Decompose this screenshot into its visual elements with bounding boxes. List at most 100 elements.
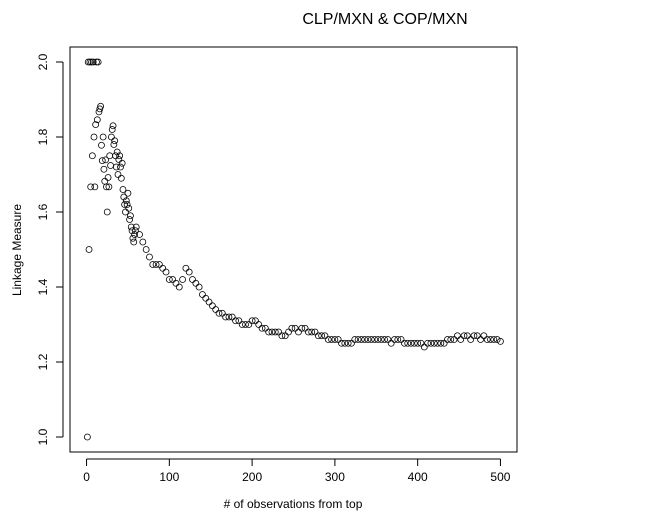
point	[87, 183, 95, 191]
point	[179, 276, 186, 283]
point	[117, 163, 124, 171]
point	[139, 238, 147, 246]
point	[242, 321, 249, 328]
point	[424, 339, 432, 347]
point	[351, 336, 359, 343]
point	[98, 157, 106, 165]
point	[116, 152, 124, 160]
x-tick-label: 200	[242, 470, 262, 484]
point	[90, 133, 98, 141]
point	[288, 324, 296, 332]
point	[130, 238, 138, 246]
point	[338, 339, 345, 347]
point	[83, 433, 91, 441]
point	[125, 204, 133, 212]
point	[113, 148, 121, 156]
point	[92, 121, 100, 129]
point	[108, 126, 116, 133]
point	[86, 58, 94, 66]
point	[298, 324, 306, 332]
point	[410, 339, 418, 347]
point	[232, 317, 239, 325]
point	[159, 264, 167, 272]
point	[149, 261, 157, 268]
y-tick-label: 1.8	[36, 128, 50, 145]
point	[430, 339, 438, 347]
point	[97, 102, 105, 110]
point	[255, 321, 263, 328]
point	[185, 268, 193, 276]
point	[93, 116, 101, 124]
point	[124, 189, 132, 197]
point	[387, 339, 395, 347]
point	[162, 268, 170, 276]
point	[470, 332, 478, 340]
y-tick-label: 1.2	[36, 353, 50, 370]
point	[318, 332, 326, 340]
point	[493, 336, 501, 343]
point	[136, 231, 143, 238]
point	[361, 336, 369, 343]
point	[112, 163, 120, 171]
point	[367, 336, 375, 343]
point	[407, 339, 415, 347]
point	[94, 58, 102, 66]
point	[101, 177, 109, 185]
point	[314, 332, 322, 340]
point	[114, 171, 122, 178]
point	[225, 313, 233, 321]
point	[146, 253, 153, 261]
point	[401, 339, 408, 347]
point	[447, 336, 455, 343]
point	[444, 336, 451, 343]
point	[103, 183, 110, 191]
point	[189, 276, 196, 283]
point	[118, 159, 126, 167]
point	[265, 328, 273, 336]
x-tick-label: 300	[325, 470, 345, 484]
point	[129, 234, 137, 242]
x-tick-label: 400	[408, 470, 428, 484]
point	[487, 336, 494, 343]
point	[341, 339, 349, 347]
point	[374, 336, 382, 343]
point	[192, 279, 200, 287]
point	[121, 201, 129, 208]
point	[111, 137, 119, 145]
point	[258, 324, 266, 332]
point	[131, 227, 139, 235]
point	[172, 279, 180, 287]
point	[109, 122, 117, 130]
point	[91, 183, 99, 191]
point	[354, 336, 362, 343]
point	[453, 332, 461, 340]
point	[127, 212, 134, 220]
chart-title: CLP/MXN & COP/MXN	[302, 11, 467, 28]
point	[391, 336, 398, 343]
point	[120, 193, 128, 201]
point	[123, 201, 131, 208]
point	[107, 133, 115, 141]
point	[357, 336, 365, 343]
point	[215, 309, 223, 317]
point	[99, 133, 107, 141]
point	[182, 264, 190, 272]
point	[285, 328, 292, 336]
point	[85, 246, 93, 253]
point	[420, 343, 428, 351]
point	[132, 223, 140, 231]
point	[304, 328, 312, 336]
point	[278, 332, 286, 340]
point	[457, 336, 465, 343]
y-axis-label: Linkage Measure	[10, 204, 24, 296]
point	[100, 165, 108, 173]
point	[460, 332, 468, 340]
point	[212, 306, 220, 313]
point	[331, 336, 339, 343]
point	[131, 231, 138, 238]
point	[434, 339, 441, 347]
point	[344, 339, 352, 347]
point	[199, 291, 206, 298]
